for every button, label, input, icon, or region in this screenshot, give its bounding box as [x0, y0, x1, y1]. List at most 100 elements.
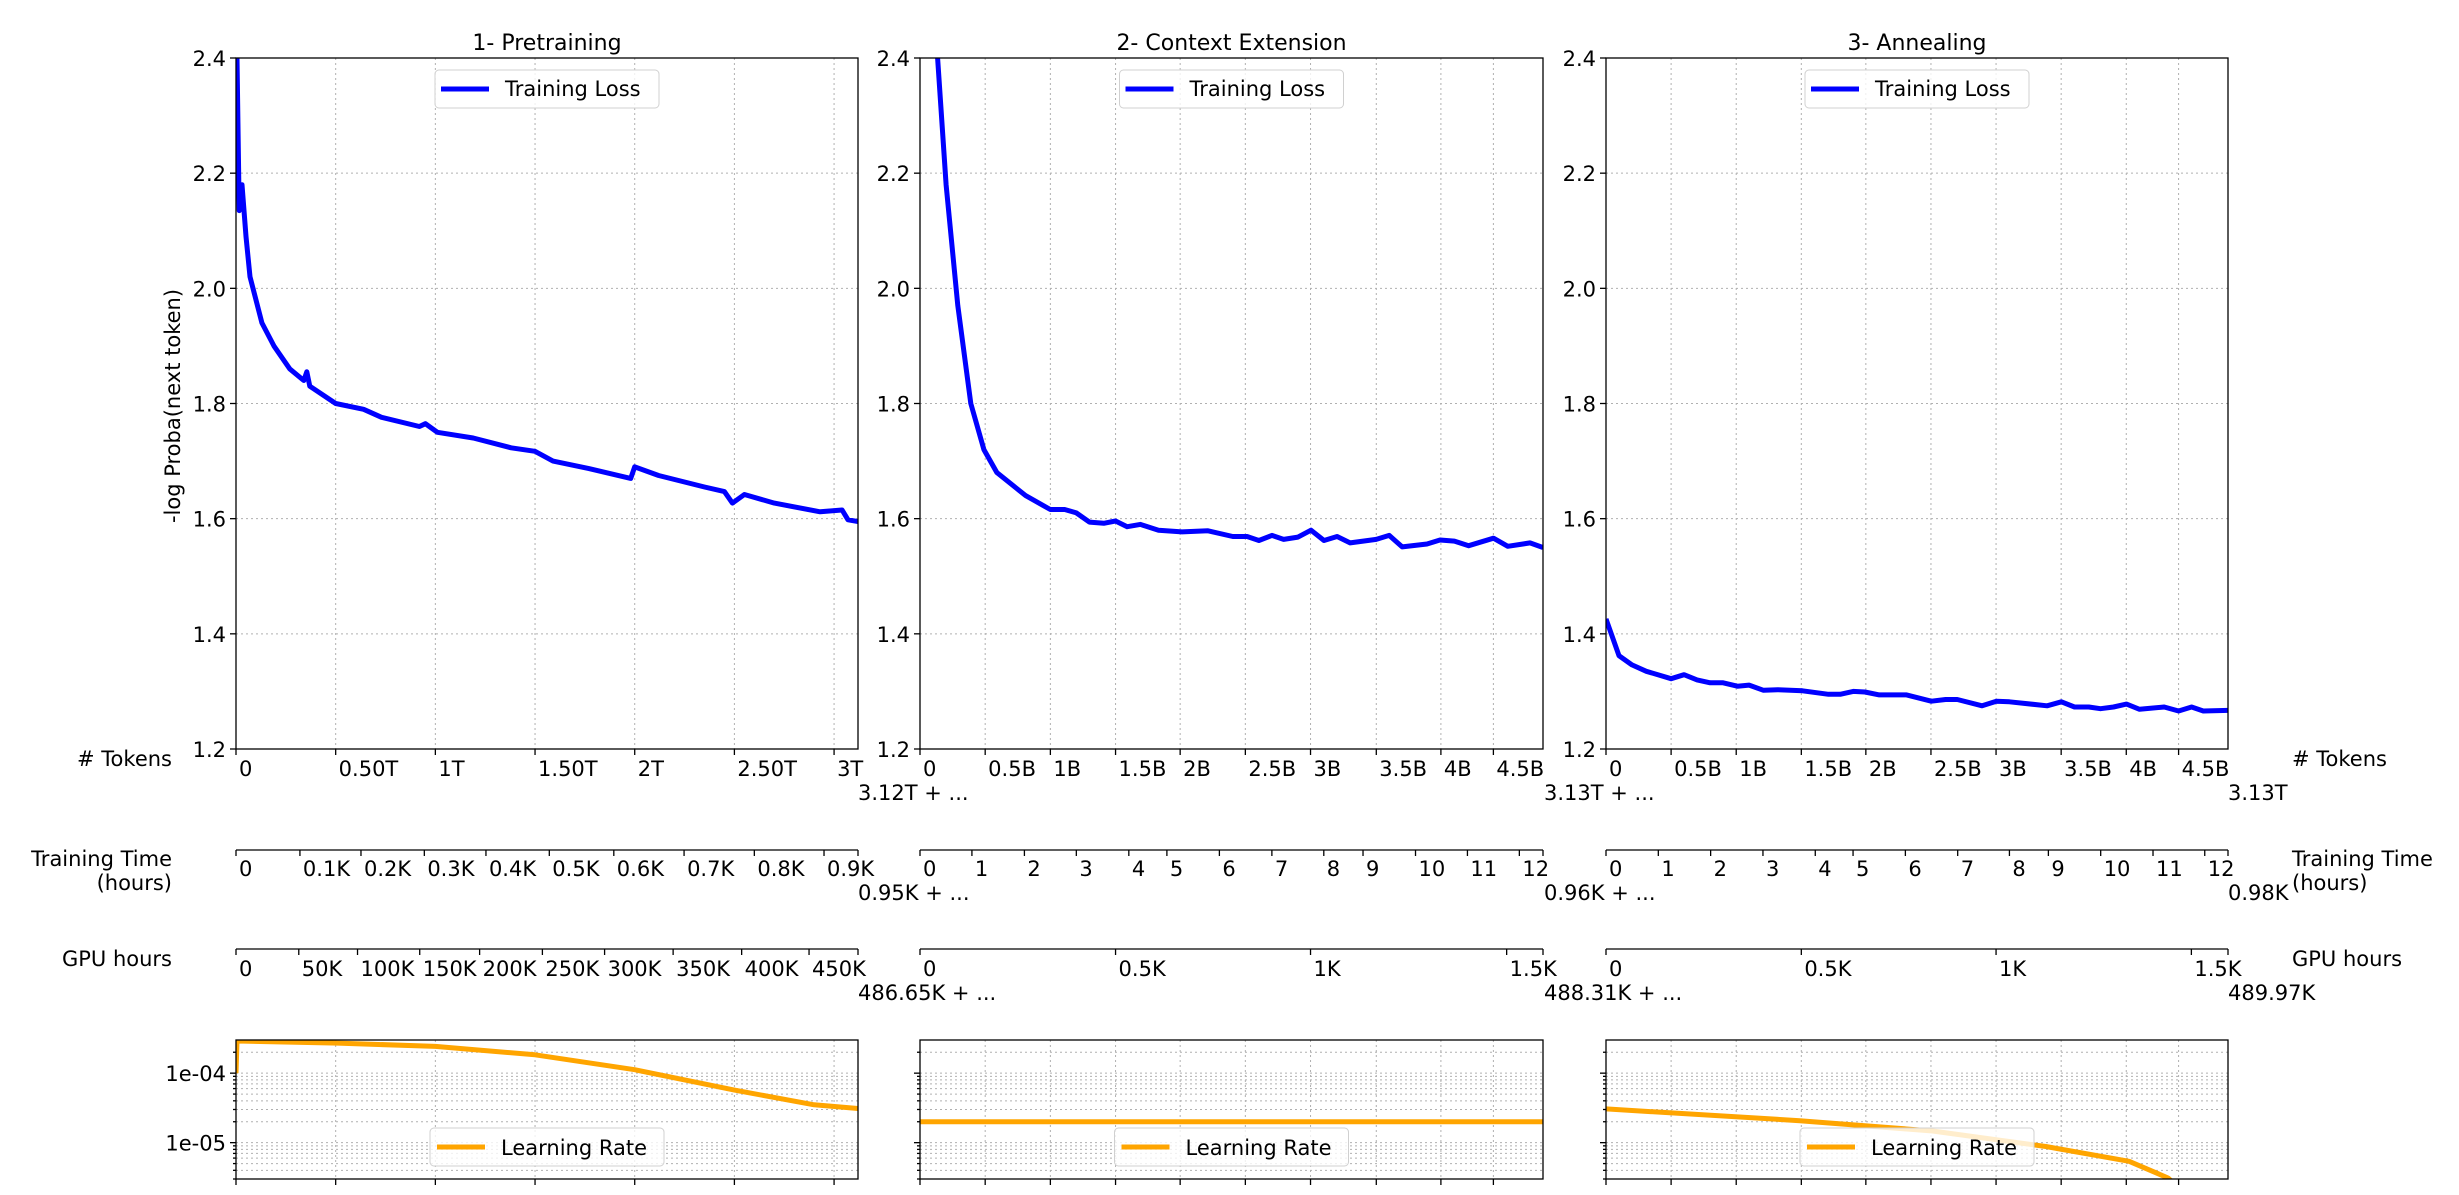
gpu-tick-label: 150K — [423, 957, 478, 981]
legend-label: Learning Rate — [1186, 1136, 1332, 1160]
time-tick-label: 4 — [1132, 857, 1145, 881]
lr-legend: Learning Rate — [1799, 1127, 2035, 1167]
gpu-tick-label: 0 — [923, 957, 936, 981]
time-tick-label: 0.6K — [617, 857, 665, 881]
y-tick-label: 2.2 — [193, 162, 226, 186]
y-tick-label: 1.8 — [877, 393, 910, 417]
tokens-tick-label: 3B — [1314, 757, 1342, 781]
learning-rate-line — [1606, 1106, 2173, 1179]
time-tick-label: 3 — [1766, 857, 1779, 881]
gpu-tick-label: 0 — [1609, 957, 1622, 981]
tokens-tick-label: 3.5B — [2064, 757, 2112, 781]
tokens-tick-label: 0 — [923, 757, 936, 781]
gpu-tick-label: 200K — [483, 957, 538, 981]
y-tick-label: 1.6 — [877, 508, 910, 532]
time-offset-label: 0.95K + ... — [858, 881, 970, 905]
training-loss-line — [1606, 618, 2228, 714]
gpu-tick-label: 1.5K — [2194, 957, 2242, 981]
time-tick-label: 5 — [1170, 857, 1183, 881]
time-tick-label: 0 — [1609, 857, 1622, 881]
loss-legend: Training Loss — [1804, 69, 2030, 109]
time-row-label-left: Training Time — [30, 847, 172, 871]
training-loss-line — [236, 58, 858, 524]
y-tick-label: 1.2 — [193, 738, 226, 762]
gpu-tick-label: 250K — [545, 957, 600, 981]
legend-box — [1119, 69, 1344, 109]
y-tick-label: 2.0 — [193, 277, 226, 301]
tokens-tick-label: 2.50T — [737, 757, 797, 781]
tokens-tick-label: 3B — [1999, 757, 2027, 781]
lr-axes-frame — [235, 1039, 859, 1180]
time-tick-label: 1 — [975, 857, 988, 881]
legend-label: Training Loss — [1189, 77, 1326, 101]
y-tick-label: 1.8 — [1563, 393, 1596, 417]
time-end-value: 0.98K — [2228, 881, 2290, 905]
panel-title: 3- Annealing — [1847, 31, 1986, 56]
y-tick-label: 1.6 — [193, 508, 226, 532]
gpu-tick-label: 450K — [812, 957, 867, 981]
tokens-tick-label: 1T — [438, 757, 464, 781]
lr-y-tick-label: 1e-04 — [165, 1062, 226, 1086]
y-tick-label: 2.4 — [877, 47, 910, 71]
time-tick-label: 6 — [1222, 857, 1235, 881]
y-tick-label: 2.0 — [1563, 277, 1596, 301]
lr-axes-frame — [1605, 1039, 2229, 1180]
time-tick-label: 0.8K — [757, 857, 805, 881]
lr-legend: Learning Rate — [429, 1127, 665, 1167]
y-tick-label: 2.0 — [877, 277, 910, 301]
time-tick-label: 7 — [1961, 857, 1974, 881]
legend-box — [1804, 69, 2030, 109]
tokens-tick-label: 0.50T — [339, 757, 399, 781]
lr-axes-frame — [919, 1039, 1544, 1180]
time-tick-label: 12 — [2208, 857, 2235, 881]
time-tick-label: 10 — [1419, 857, 1446, 881]
time-tick-label: 8 — [2012, 857, 2025, 881]
loss-legend: Training Loss — [434, 69, 660, 109]
gpu-end-value: 489.97K — [2228, 981, 2316, 1005]
gpu-tick-label: 1K — [1314, 957, 1342, 981]
tokens-tick-label: 2B — [1183, 757, 1211, 781]
y-tick-label: 1.6 — [1563, 508, 1596, 532]
loss-axes-frame — [1605, 57, 2229, 750]
legend-label: Learning Rate — [501, 1136, 647, 1160]
gpu-row-label-left: GPU hours — [62, 947, 172, 971]
y-tick-label: 2.2 — [1563, 162, 1596, 186]
time-tick-label: 10 — [2104, 857, 2131, 881]
gpu-tick-label: 300K — [608, 957, 663, 981]
tokens-tick-label: 3.5B — [1379, 757, 1427, 781]
time-tick-label: 11 — [1470, 857, 1497, 881]
time-tick-label: 0.3K — [427, 857, 475, 881]
time-tick-label: 0 — [923, 857, 936, 881]
time-tick-label: 7 — [1275, 857, 1288, 881]
y-axis-label: -log Proba(next token) — [161, 289, 185, 523]
time-tick-label: 0.7K — [687, 857, 735, 881]
tokens-row-label-left: # Tokens — [77, 747, 172, 771]
gpu-tick-label: 0 — [239, 957, 252, 981]
tokens-offset-label: 3.12T + ... — [858, 781, 969, 805]
lr-y-tick-label: 1e-05 — [165, 1132, 226, 1156]
time-tick-label: 0.2K — [364, 857, 412, 881]
gpu-tick-label: 0.5K — [1119, 957, 1167, 981]
legend-label: Training Loss — [1874, 77, 2011, 101]
y-tick-label: 2.2 — [877, 162, 910, 186]
gpu-row-label-right: GPU hours — [2292, 947, 2402, 971]
tokens-tick-label: 4.5B — [2182, 757, 2230, 781]
gpu-tick-label: 0.5K — [1804, 957, 1852, 981]
time-tick-label: 0.4K — [489, 857, 537, 881]
panel-title: 2- Context Extension — [1116, 31, 1346, 56]
time-tick-label: 0.9K — [827, 857, 875, 881]
tokens-tick-label: 1.5B — [1804, 757, 1852, 781]
tokens-end-value: 3.13T — [2228, 781, 2288, 805]
y-tick-label: 1.2 — [877, 738, 910, 762]
gpu-tick-label: 50K — [302, 957, 344, 981]
legend-box — [434, 69, 660, 109]
tokens-tick-label: 2.5B — [1934, 757, 1982, 781]
loss-axes-frame — [919, 57, 1544, 750]
time-tick-label: 3 — [1079, 857, 1092, 881]
y-tick-label: 1.4 — [1563, 623, 1596, 647]
gpu-tick-label: 1K — [1999, 957, 2027, 981]
tokens-tick-label: 4.5B — [1496, 757, 1544, 781]
y-tick-label: 1.4 — [193, 623, 226, 647]
tokens-tick-label: 0.5B — [988, 757, 1036, 781]
